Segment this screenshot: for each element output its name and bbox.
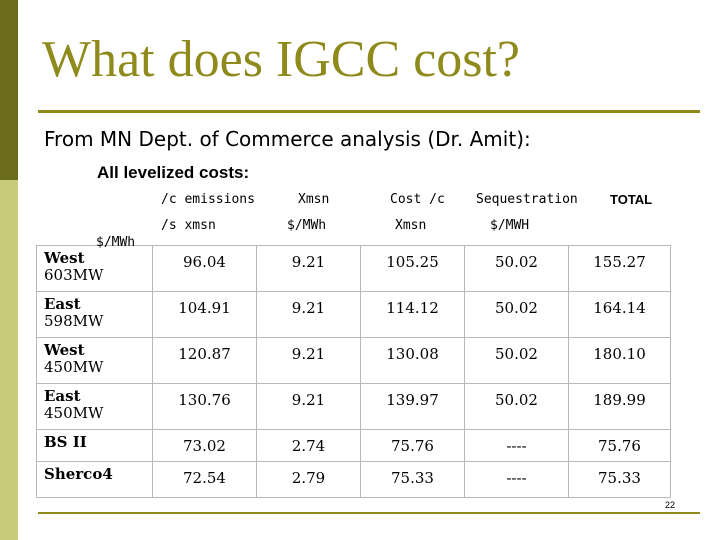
table-row: BS II 73.02 2.74 75.76 ---- 75.76 — [36, 429, 671, 462]
title-divider — [38, 110, 700, 113]
section-heading: All levelized costs: — [97, 163, 250, 182]
source-subtitle: From MN Dept. of Commerce analysis (Dr. … — [44, 127, 531, 151]
table-cell: 9.21 — [256, 337, 361, 384]
table-cell: 114.12 — [360, 291, 465, 338]
table-cell: 72.54 — [152, 461, 257, 498]
sidebar-accent-light — [0, 180, 18, 540]
table-cell: ---- — [464, 461, 569, 498]
table-cell: 189.99 — [568, 383, 671, 430]
col-header-line1: /c emissions — [161, 192, 255, 207]
table-cell: 139.97 — [360, 383, 465, 430]
table-cell: 96.04 — [152, 245, 257, 292]
col-header-line2: /s xmsn — [161, 218, 216, 233]
table-row: West 450MW 120.87 9.21 130.08 50.02 180.10 — [36, 337, 671, 384]
col-header-line1: Sequestration — [476, 192, 578, 207]
table-cell: 9.21 — [256, 245, 361, 292]
table-cell: 105.25 — [360, 245, 465, 292]
table-cell: 120.87 — [152, 337, 257, 384]
row-label: East 598MW — [36, 291, 153, 338]
table-row: Sherco4 72.54 2.79 75.33 ---- 75.33 — [36, 461, 671, 498]
col-header-line2: $/MWh — [287, 218, 327, 233]
table-cell: 164.14 — [568, 291, 671, 338]
table-row: East 598MW 104.91 9.21 114.12 50.02 164.14 — [36, 291, 671, 338]
table-cell: 130.76 — [152, 383, 257, 430]
row-label: East 450MW — [36, 383, 153, 430]
table-cell: 50.02 — [464, 291, 569, 338]
col-header-total: TOTAL — [610, 192, 653, 207]
col-header-line2: $/MWH — [490, 218, 530, 233]
table-cell: 130.08 — [360, 337, 465, 384]
col-header-line2: Xmsn — [395, 218, 427, 233]
table-cell: 2.74 — [256, 429, 361, 462]
table-cell: 50.02 — [464, 383, 569, 430]
table-cell: 75.76 — [568, 429, 671, 462]
unit-label: $/MWh — [96, 235, 136, 250]
table-row: West 603MW 96.04 9.21 105.25 50.02 155.27 — [36, 245, 671, 292]
row-label: West 450MW — [36, 337, 153, 384]
table-cell: 104.91 — [152, 291, 257, 338]
footer-divider — [38, 512, 700, 514]
table-cell: 75.33 — [360, 461, 465, 498]
table-row: East 450MW 130.76 9.21 139.97 50.02 189.99 — [36, 383, 671, 430]
table-cell: 50.02 — [464, 337, 569, 384]
col-header-line1: Cost /c — [390, 192, 445, 207]
table-cell: 180.10 — [568, 337, 671, 384]
page-number: 22 — [665, 500, 676, 510]
row-label: Sherco4 — [36, 461, 153, 498]
table-cell: 50.02 — [464, 245, 569, 292]
table-cell: 75.33 — [568, 461, 671, 498]
col-header-line1: Xmsn — [298, 192, 330, 207]
table-cell: ---- — [464, 429, 569, 462]
table-cell: 9.21 — [256, 383, 361, 430]
table-cell: 9.21 — [256, 291, 361, 338]
row-label: BS II — [36, 429, 153, 462]
sidebar-accent-dark — [0, 0, 18, 180]
table-cell: 73.02 — [152, 429, 257, 462]
cost-table: West 603MW 96.04 9.21 105.25 50.02 155.27 East 5… — [36, 245, 671, 498]
table-cell: 75.76 — [360, 429, 465, 462]
slide-title: What does IGCC cost? — [42, 31, 521, 88]
table-cell: 155.27 — [568, 245, 671, 292]
row-label: West 603MW — [36, 245, 153, 292]
table-cell: 2.79 — [256, 461, 361, 498]
